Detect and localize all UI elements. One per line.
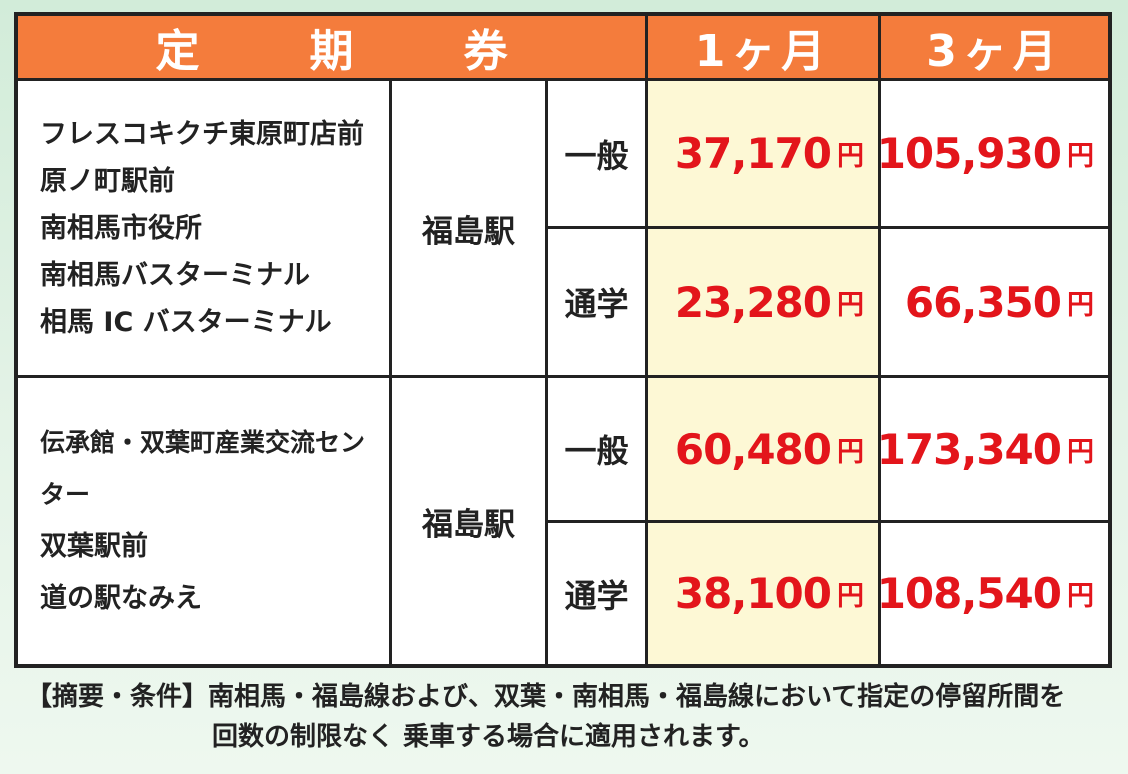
header-char-2: 期 xyxy=(309,26,354,77)
stop-name: 原ノ町駅前 xyxy=(40,165,175,197)
yen-unit: 円 xyxy=(837,289,864,321)
destination-station: 福島駅 xyxy=(392,378,545,664)
conditions-line-2: 回数の制限なく 乗車する場合に適用されます。 xyxy=(212,722,765,752)
stop-name: 道の駅なみえ xyxy=(40,583,202,614)
header-1month: 1ヶ月 xyxy=(648,16,878,78)
price-value: 37,170 xyxy=(674,129,832,178)
yen-unit: 円 xyxy=(1067,436,1094,468)
stop-name: 相馬 IC バスターミナル xyxy=(40,306,332,338)
yen-unit: 円 xyxy=(837,436,864,468)
price-value: 38,100 xyxy=(674,569,832,618)
price-3month: 108,540 円 xyxy=(877,523,1108,664)
header-char-3: 券 xyxy=(463,26,508,77)
yen-unit: 円 xyxy=(1067,581,1094,612)
price-value: 105,930 xyxy=(876,129,1062,178)
fare-table: 定 期 券 1ヶ月 3ヶ月 フレスコキクチ東原町店前 原ノ町駅前 南相馬市役所 … xyxy=(14,12,1112,668)
price-1month: 38,100 円 xyxy=(648,523,878,664)
destination-station: 福島駅 xyxy=(392,81,545,375)
fare-type-general: 一般 xyxy=(548,81,645,226)
price-3month: 66,350 円 xyxy=(881,229,1108,375)
stops-group-1: フレスコキクチ東原町店前 原ノ町駅前 南相馬市役所 南相馬バスターミナル 相馬 … xyxy=(18,81,389,375)
price-value: 23,280 xyxy=(674,277,832,327)
stop-name: 伝承館・双葉町産業交流センター xyxy=(40,428,366,509)
price-value: 60,480 xyxy=(674,424,832,474)
yen-unit: 円 xyxy=(1067,289,1094,321)
price-3month: 105,930 円 xyxy=(877,81,1108,226)
price-value: 66,350 xyxy=(904,277,1062,327)
price-1month: 23,280 円 xyxy=(648,229,878,375)
header-char-1: 定 xyxy=(155,26,200,77)
price-1month: 37,170 円 xyxy=(648,81,878,226)
price-value: 108,540 xyxy=(876,569,1062,618)
stops-group-2: 伝承館・双葉町産業交流センター 双葉駅前 道の駅なみえ xyxy=(18,378,389,664)
fare-type-student: 通学 xyxy=(548,229,645,375)
header-teiki: 定 期 券 xyxy=(18,16,645,78)
yen-unit: 円 xyxy=(837,581,864,612)
stop-name: 南相馬市役所 xyxy=(40,212,202,244)
stop-name: フレスコキクチ東原町店前 xyxy=(40,118,364,150)
price-value: 173,340 xyxy=(876,424,1062,474)
price-3month: 173,340 円 xyxy=(877,378,1108,520)
fare-type-student: 通学 xyxy=(548,523,645,664)
yen-unit: 円 xyxy=(837,141,864,172)
fare-type-general: 一般 xyxy=(548,378,645,520)
stop-name: 南相馬バスターミナル xyxy=(40,259,310,291)
header-3month: 3ヶ月 xyxy=(881,16,1108,78)
price-1month: 60,480 円 xyxy=(648,378,878,520)
stop-name: 双葉駅前 xyxy=(40,531,148,562)
yen-unit: 円 xyxy=(1067,141,1094,172)
conditions-line-1: 【摘要・条件】南相馬・福島線および、双葉・南相馬・福島線において指定の停留所間を xyxy=(26,682,1066,712)
